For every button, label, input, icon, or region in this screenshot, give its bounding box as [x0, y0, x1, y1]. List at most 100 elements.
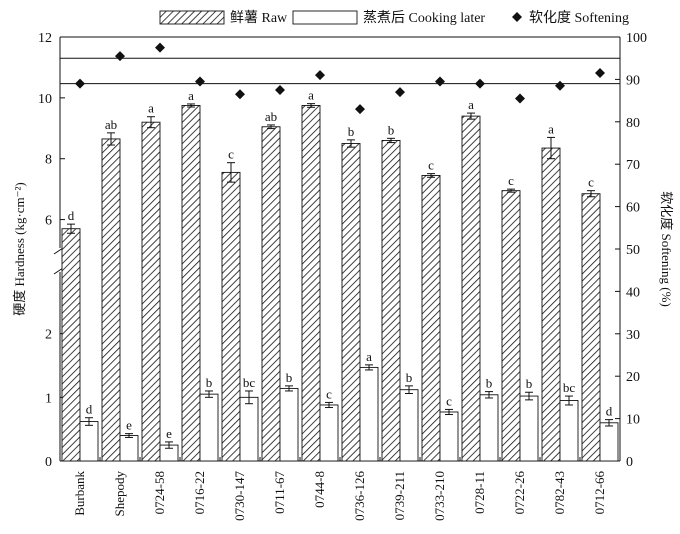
significance-label-raw: a [308, 88, 314, 103]
x-tick-label: 0744-8 [312, 471, 327, 508]
x-tick-label: 0730-147 [232, 471, 247, 521]
legend-label-cooking-later: 蒸煮后 Cooking later [363, 10, 485, 26]
x-tick-label: 0711-67 [272, 471, 287, 514]
left-tick-label: 10 [38, 92, 52, 107]
x-tick-label: 0722-26 [512, 471, 527, 515]
significance-label-cooking-later: bc [563, 380, 576, 395]
bar-cooking-later [519, 395, 539, 462]
right-tick-label: 80 [626, 116, 640, 131]
bar-cooking-later [479, 394, 499, 462]
softening-point [355, 104, 365, 115]
significance-label-raw: ab [265, 109, 277, 124]
bar-cooking-later [239, 396, 259, 462]
legend-marker-softening [512, 12, 522, 22]
softening-point [235, 89, 245, 100]
right-tick-label: 20 [626, 370, 640, 385]
significance-label-raw: a [148, 101, 154, 116]
bar-cooking-later [439, 411, 459, 462]
right-tick-label: 70 [626, 158, 640, 173]
bar-raw [461, 115, 481, 462]
bar-raw [61, 228, 81, 462]
x-tick-label: 0739-211 [392, 471, 407, 520]
significance-label-cooking-later: a [366, 349, 372, 364]
significance-label-raw: c [428, 158, 434, 173]
significance-label-cooking-later: c [446, 393, 452, 408]
bar-cooking-later [559, 400, 579, 462]
bar-raw [501, 190, 521, 462]
bar-raw [421, 174, 441, 462]
bar-raw [221, 171, 241, 462]
x-tick-label: 0733-210 [432, 471, 447, 521]
significance-label-cooking-later: e [126, 418, 132, 433]
bar-raw [181, 105, 201, 462]
softening-point [315, 70, 325, 81]
bar-raw [141, 121, 161, 462]
right-tick-label: 40 [626, 285, 640, 300]
y-axis-title-left: 硬度 Hardness (kg·cm⁻²) [12, 182, 27, 316]
softening-point [555, 80, 565, 91]
softening-point [395, 87, 405, 98]
bar-raw [581, 193, 601, 462]
right-tick-label: 0 [626, 455, 633, 470]
x-tick-label: Shepody [112, 471, 127, 517]
bar-cooking-later [199, 393, 219, 462]
bar-cooking-later [359, 366, 379, 462]
significance-label-raw: b [348, 124, 355, 139]
legend-label-softening: 软化度 Softening [529, 10, 629, 26]
significance-label-cooking-later: b [206, 375, 213, 390]
left-tick-label: 2 [45, 328, 52, 343]
significance-label-cooking-later: bc [243, 375, 256, 390]
bar-raw [101, 138, 121, 462]
significance-label-cooking-later: b [526, 376, 533, 391]
right-tick-label: 100 [626, 31, 647, 46]
bar-raw [381, 140, 401, 462]
points-layer [75, 42, 605, 115]
right-tick-label: 30 [626, 328, 640, 343]
x-tick-label: 0724-58 [152, 471, 167, 514]
right-tick-label: 10 [626, 413, 640, 428]
right-tick-label: 60 [626, 201, 640, 216]
significance-label-cooking-later: c [326, 386, 332, 401]
bar-raw [341, 143, 361, 462]
bar-cooking-later [119, 435, 139, 462]
significance-label-cooking-later: b [286, 370, 293, 385]
left-tick-label: 1 [45, 391, 52, 406]
significance-label-raw: a [188, 88, 194, 103]
right-tick-label: 90 [626, 73, 640, 88]
bar-cooking-later [399, 389, 419, 462]
softening-point [155, 42, 165, 53]
bar-cooking-later [279, 387, 299, 462]
x-tick-label: 0712-66 [592, 471, 607, 515]
legend-swatch-raw [159, 10, 225, 25]
legend-label-raw: 鲜薯 Raw [230, 10, 288, 26]
left-tick-label: 12 [38, 31, 52, 46]
softening-point [115, 51, 125, 62]
softening-point [595, 68, 605, 79]
significance-label-raw: b [388, 122, 395, 137]
significance-label-raw: a [548, 121, 554, 136]
significance-label-cooking-later: e [166, 426, 172, 441]
softening-point [195, 76, 205, 87]
significance-label-raw: a [468, 97, 474, 112]
significance-label-raw: c [508, 173, 514, 188]
bar-raw [301, 105, 321, 462]
x-tick-label: 0782-43 [552, 471, 567, 514]
softening-point [515, 93, 525, 104]
softening-point [75, 78, 85, 89]
significance-label-cooking-later: b [486, 376, 493, 391]
left-tick-label: 0 [45, 455, 52, 470]
significance-label-cooking-later: d [86, 402, 93, 417]
bar-raw [261, 126, 281, 462]
significance-label-raw: c [588, 175, 594, 190]
significance-label-cooking-later: b [406, 370, 413, 385]
legend-swatch-cooking-later [292, 10, 358, 25]
right-tick-label: 50 [626, 243, 640, 258]
bar-raw [541, 147, 561, 462]
bar-cooking-later [319, 404, 339, 462]
x-tick-label: 0716-22 [192, 471, 207, 514]
significance-label-raw: d [68, 208, 75, 223]
